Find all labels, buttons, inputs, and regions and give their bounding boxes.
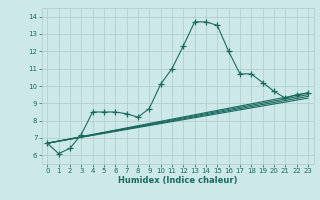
X-axis label: Humidex (Indice chaleur): Humidex (Indice chaleur) — [118, 176, 237, 185]
